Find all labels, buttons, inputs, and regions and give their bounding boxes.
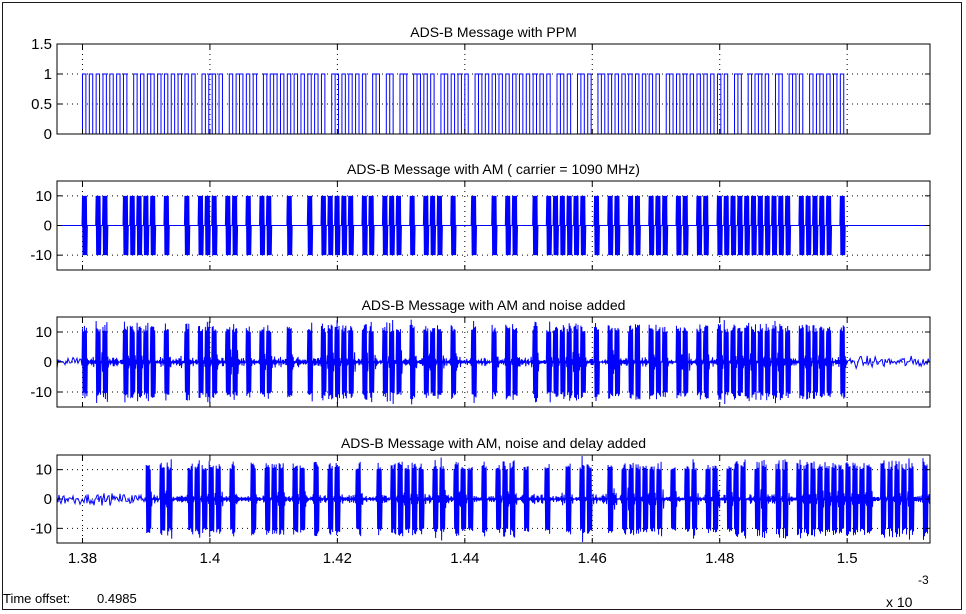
y-tick-label: -10 [30,384,52,401]
x-tick-label: 1.5 [837,550,858,567]
x-exponent-power: -3 [918,573,929,587]
x-tick-label: 1.46 [578,550,607,567]
x-exponent-base: x 10 [886,594,913,610]
panel-2: ADS-B Message with AM ( carrier = 1090 M… [30,161,931,271]
panel-title: ADS-B Message with AM and noise added [362,297,626,313]
x-tick-label: 1.42 [323,550,352,567]
series-line [56,319,930,405]
x-tick-label: 1.44 [450,550,479,567]
panel-3: ADS-B Message with AM and noise added -10… [30,297,931,408]
y-tick-label: -10 [30,520,52,537]
time-offset-label: Time offset: [3,591,70,606]
x-tick-label: 1.4 [200,550,221,567]
y-tick-label: 0 [44,491,52,508]
y-tick-label: 10 [35,188,52,205]
series-line [57,195,930,256]
x-tick-label: 1.38 [68,550,97,567]
panel-title: ADS-B Message with PPM [410,24,577,40]
panel-title: ADS-B Message with AM, noise and delay a… [341,435,646,451]
y-tick-label: 10 [35,324,52,341]
y-tick-label: 0 [44,126,52,143]
y-tick-label: 0 [44,218,52,235]
y-tick-label: 1 [44,66,52,83]
panel-1: ADS-B Message with PPM 0 0.5 1 1.5 [31,24,931,143]
y-tick-label: 0.5 [31,96,52,113]
time-offset-value: 0.4985 [97,591,137,606]
panel-4: ADS-B Message with AM, noise and delay a… [30,435,931,544]
y-tick-label: 10 [35,462,52,479]
x-tick-label: 1.48 [705,550,734,567]
series-line [57,73,930,135]
y-tick-label: -10 [30,247,52,264]
panel-title: ADS-B Message with AM ( carrier = 1090 M… [347,161,640,177]
axes-box [56,43,931,135]
y-tick-label: 1.5 [31,36,52,53]
y-tick-label: 0 [44,354,52,371]
series-line [56,455,931,543]
